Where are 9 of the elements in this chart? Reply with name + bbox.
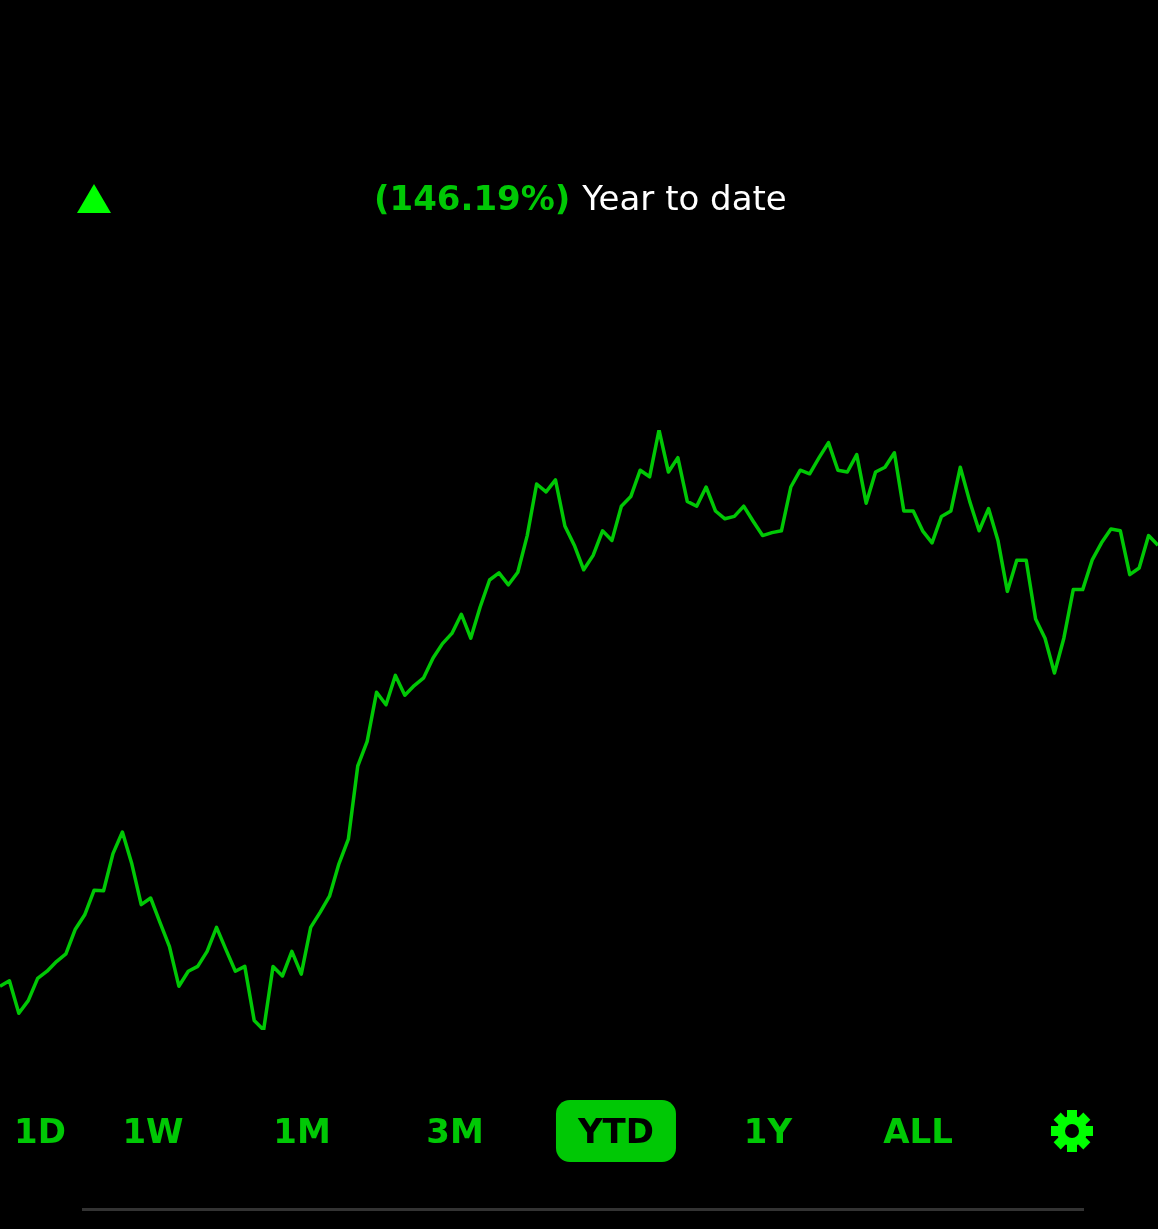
- text: 3M: [425, 1110, 485, 1153]
- text: YTD: [555, 1100, 677, 1162]
- text: 1D: [13, 1110, 67, 1153]
- text: 1W: [121, 1110, 185, 1153]
- text: 1M: [272, 1110, 332, 1153]
- text: ALL: [882, 1110, 954, 1153]
- text: 1Y: [742, 1110, 794, 1153]
- text: (146.19%): [374, 178, 571, 218]
- text: Year to date: [582, 178, 787, 218]
